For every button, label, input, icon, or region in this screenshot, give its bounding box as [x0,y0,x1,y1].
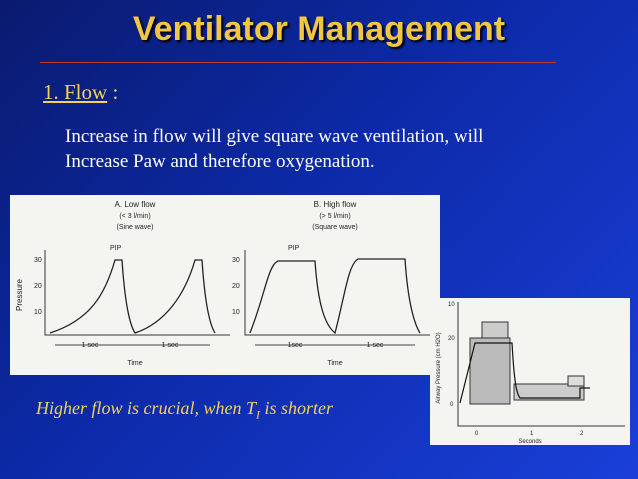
figure-left: Pressure A. Low flow (< 3 l/min) (Sine w… [10,195,440,375]
note-text: Higher flow is crucial, when T [36,398,256,418]
section-heading: 1. Flow : [43,80,118,105]
pressure-region [513,383,585,401]
note-subscript: I [256,407,260,422]
section-colon: : [112,80,119,104]
y-tick-label: 10 [34,309,42,316]
pressure-region [481,321,509,339]
peak-label: PIP [288,245,300,252]
body-line: Increase in flow will give square wave v… [65,126,484,147]
waveform [459,342,590,404]
panel-subtitle: (> 5 l/min) [319,213,350,220]
panel-subtitle: (< 3 l/min) [119,213,150,220]
y-tick-label: 0 [450,402,454,408]
figure-bg [430,298,630,445]
waveform [249,258,421,335]
axes [44,250,230,336]
note-text: is shorter [264,398,334,418]
y-label: Pressure [15,278,24,311]
title-rule [40,62,556,63]
section-label: 1. Flow [43,80,108,104]
note: Higher flow is crucial, when TI is short… [36,398,333,423]
y-tick-label: 10 [448,302,455,308]
pressure-region [469,337,511,405]
waveform [49,259,216,334]
span-label: 1 sec [82,342,99,349]
body-line: Increase Paw and therefore oxygenation. [65,151,375,172]
y-tick-label: 30 [34,257,42,264]
span-label: 1 sec [367,342,384,349]
figure-right: Airway Pressure (cm H2O) 10 20 0 0 1 2 S… [430,298,630,445]
x-tick-label: 2 [580,431,584,437]
pressure-region [567,375,585,387]
x-label: Time [127,360,142,367]
x-label: Seconds [518,439,541,445]
span-label: 1sec [288,342,303,349]
axes [244,250,430,336]
panel-b: B. High flow (> 5 l/min) (Square wave) P… [232,200,430,367]
x-tick-label: 1 [530,431,534,437]
panel-title: B. High flow [314,200,357,209]
span-label: 1 sec [162,342,179,349]
x-tick-label: 0 [475,431,479,437]
y-tick-label: 10 [232,309,240,316]
panel-wave: (Square wave) [312,224,358,231]
y-tick-label: 20 [34,283,42,290]
y-tick-label: 20 [232,283,240,290]
panel-wave: (Sine wave) [117,224,154,231]
y-tick-label: 20 [448,336,455,342]
y-tick-label: 30 [232,257,240,264]
panel-title: A. Low flow [115,200,156,209]
axes [457,302,625,427]
x-label: Time [327,360,342,367]
peak-label: PIP [110,245,122,252]
panel-a: A. Low flow (< 3 l/min) (Sine wave) PIP … [34,200,230,367]
y-label: Airway Pressure (cm H2O) [436,332,442,403]
slide-title: Ventilator Management [132,10,506,48]
